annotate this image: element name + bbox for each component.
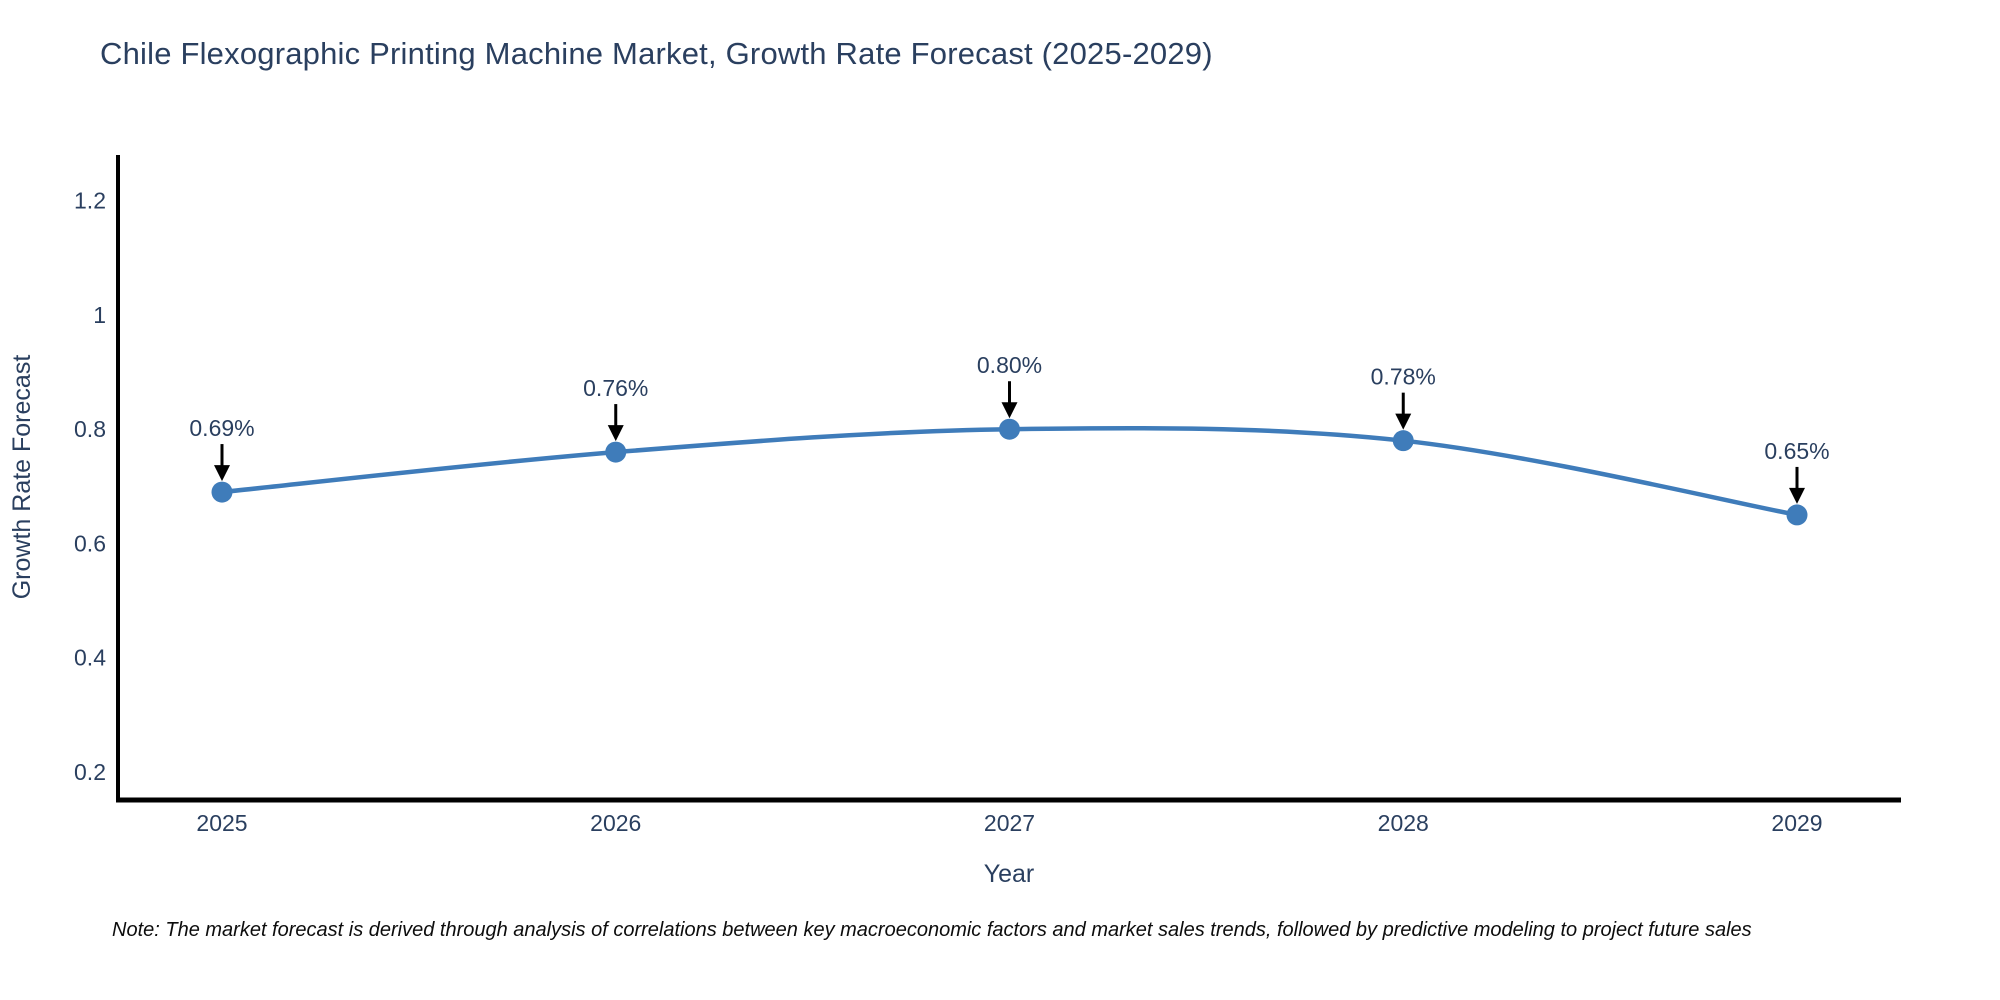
annotation-label: 0.80% (977, 352, 1042, 378)
annotation-label: 0.76% (583, 375, 648, 401)
annotation-label: 0.69% (189, 415, 254, 441)
x-tick-label: 2028 (1378, 810, 1429, 836)
x-tick-label: 2025 (196, 810, 247, 836)
x-tick-label: 2027 (984, 810, 1035, 836)
y-axis-title: Growth Rate Forecast (8, 355, 36, 600)
annotation-arrow-head (1395, 413, 1412, 430)
y-tick-label: 0.4 (74, 645, 106, 671)
annotation-label: 0.78% (1371, 364, 1436, 390)
y-tick-label: 0.6 (74, 530, 106, 556)
plot-layer: 0.2 0.4 0.6 0.8 1 1.2 2025 2026 2027 2028 2029 0.69… (74, 188, 1830, 836)
data-point-marker (211, 481, 233, 503)
annotation-arrow-head (607, 425, 624, 442)
annotation-arrow-head (1789, 487, 1805, 504)
data-point-marker (999, 418, 1020, 440)
chart-title: Chile Flexographic Printing Machine Mark… (100, 36, 1213, 71)
y-tick-label: 1.2 (74, 188, 106, 214)
y-tick-label: 0.8 (74, 416, 106, 442)
footnote: Note: The market forecast is derived thr… (112, 919, 1752, 941)
annotation-arrow-head (1001, 402, 1018, 419)
annotation-arrow-head (214, 465, 230, 482)
y-tick-label: 0.2 (74, 759, 106, 785)
annotation-label: 0.65% (1764, 438, 1829, 464)
x-tick-label: 2026 (590, 810, 641, 836)
forecast-line (221, 425, 1798, 518)
data-point-marker (1392, 430, 1414, 452)
data-point-marker (1786, 504, 1808, 526)
x-axis-title: Year (984, 860, 1035, 888)
data-point-marker (605, 441, 627, 463)
y-tick-label: 1 (93, 302, 106, 328)
x-tick-label: 2029 (1771, 810, 1822, 836)
